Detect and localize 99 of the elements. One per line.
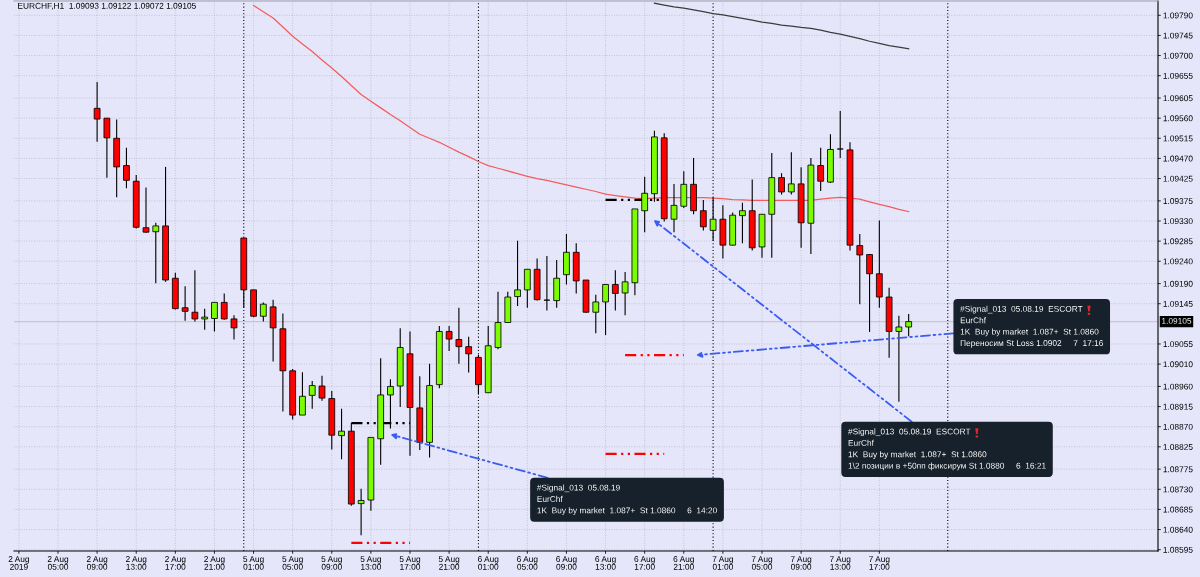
candlestick: [670, 183, 678, 233]
x-tick-label: 2 Aug 17:00: [165, 556, 186, 570]
x-tick-label: 5 Aug 09:00: [321, 556, 342, 570]
candlestick: [592, 294, 600, 334]
x-tick-label: 6 Aug 21:00: [673, 556, 694, 570]
candlestick: [259, 301, 267, 323]
y-tick-label: 1.09655: [1163, 72, 1193, 79]
x-tick-label: 5 Aug 01:00: [243, 556, 264, 570]
candlestick: [905, 313, 913, 337]
candlestick: [269, 299, 277, 362]
y-tick-label: 1.08960: [1163, 383, 1193, 390]
x-tick-label: 5 Aug 21:00: [438, 556, 460, 570]
y-tick-label: 1.09190: [1163, 280, 1193, 287]
candlestick: [123, 147, 130, 189]
annotation: #Signal_013 05.08.19 ESCORT EurChf 1K Buy by market 1.087+ St 1.0860 Переносим St Loss 1.0902 7 17:16: [960, 305, 1104, 348]
annotation: #Signal_013 05.08.19 EurChf 1K Buy by market 1.087+ St 1.0860 6 14:20: [536, 484, 717, 515]
candlestick: [621, 271, 629, 316]
candlestick: [201, 308, 209, 331]
candlestick: [230, 314, 238, 341]
candlestick: [523, 268, 531, 309]
x-tick-label: 5 Aug 05:00: [282, 556, 303, 570]
candlestick: [739, 202, 746, 244]
candlestick: [543, 255, 551, 311]
candlestick: [611, 269, 619, 311]
y-tick-label: 1.09605: [1163, 95, 1193, 102]
x-tick-label: 6 Aug 05:00: [517, 556, 538, 570]
candlestick: [836, 110, 844, 159]
x-tick-label: 2 Aug 09:00: [86, 556, 108, 570]
x-tick-label: 7 Aug 01:00: [712, 556, 734, 570]
candlestick: [699, 199, 707, 231]
candlestick: [308, 380, 316, 410]
candlestick: [455, 307, 463, 365]
candlestick: [142, 186, 150, 234]
y-tick-label: 1.09745: [1163, 32, 1193, 39]
y-tick-label: 1.09515: [1163, 135, 1193, 142]
y-tick-label: 1.08870: [1163, 423, 1193, 430]
annotation: #Signal_013 05.08.19 ESCORT EurChf 1K Buy by market 1.087+ St 1.0860 1\2 позиции в +50пп фиксирум St 1.0880 6 16:21: [848, 428, 1046, 471]
line-series: [252, 4, 910, 213]
candlestick: [152, 222, 160, 284]
x-tick-label: 2 Aug 05:00: [47, 556, 69, 570]
x-tick-label: 7 Aug 09:00: [790, 556, 812, 570]
x-tick-label: 6 Aug 01:00: [477, 556, 499, 570]
x-tick-label: 7 Aug 13:00: [829, 556, 851, 570]
y-tick-label: 1.09285: [1163, 238, 1193, 245]
x-tick-label: 7 Aug 17:00: [869, 556, 890, 570]
y-tick-label: 1.09240: [1163, 258, 1193, 265]
y-tick-label: 1.08825: [1163, 444, 1193, 450]
y-tick-label: 1.08595: [1163, 546, 1193, 553]
y-tick-label: 1.09470: [1163, 155, 1193, 162]
y-tick-label: 1.08685: [1163, 506, 1193, 513]
y-tick-label: 1.09055: [1163, 341, 1193, 348]
candlestick: [895, 315, 903, 403]
y-tick-label: 1.09010: [1163, 361, 1193, 368]
x-tick-label: 7 Aug 05:00: [751, 556, 773, 570]
y-tick-label: 1.09700: [1163, 52, 1193, 59]
y-tick-label: 1.09330: [1163, 218, 1193, 225]
candlestick: [866, 253, 873, 333]
x-tick-label: 6 Aug 17:00: [634, 556, 655, 570]
candlestick: [563, 233, 570, 286]
candlestick: [181, 285, 189, 322]
candlestick: [465, 336, 473, 374]
y-tick-label: 1.08775: [1163, 466, 1193, 473]
ref-line-label: 1.09105: [1162, 317, 1192, 324]
candlestick: [220, 292, 228, 321]
y-tick-label: 1.08915: [1163, 403, 1193, 410]
x-tick-label: 5 Aug 13:00: [360, 556, 382, 570]
candlestick: [680, 170, 688, 209]
x-tick-label: 5 Aug 17:00: [399, 556, 421, 570]
candlestick: [191, 269, 199, 323]
candlestick: [553, 259, 561, 309]
y-tick-label: 1.09425: [1163, 175, 1193, 182]
x-tick-label: 6 Aug 13:00: [595, 556, 616, 570]
candlestick: [357, 488, 365, 536]
y-tick-label: 1.08640: [1163, 526, 1193, 533]
candlestick: [299, 371, 306, 416]
candlestick: [514, 240, 521, 307]
y-tick-label: 1.08730: [1163, 486, 1193, 493]
candlestick: [817, 147, 825, 192]
line-series: [653, 2, 910, 50]
chart-title: EURCHF,H1 1.09093 1.09122 1.09072 1.09105: [18, 2, 196, 10]
candlestick: [211, 301, 218, 333]
candlestick: [856, 233, 864, 305]
x-tick-label: 2 Aug 13:00: [125, 556, 147, 570]
candlestick: [318, 375, 326, 402]
y-tick-label: 1.09560: [1163, 115, 1193, 122]
x-tick-label: 2 Aug 21:00: [204, 556, 225, 570]
x-tick-label: 2 Aug 2019: [8, 556, 30, 570]
y-tick-label: 1.09790: [1163, 12, 1193, 19]
candlestick: [778, 172, 785, 196]
candlestick: [103, 117, 111, 179]
candlestick: [787, 151, 795, 196]
candlestick: [875, 219, 883, 309]
candlestick: [445, 325, 453, 352]
x-tick-label: 6 Aug 09:00: [556, 556, 577, 570]
candlestick: [602, 283, 609, 336]
y-tick-label: 1.09145: [1163, 300, 1193, 307]
candlestick: [93, 81, 101, 143]
candlestick: [338, 408, 345, 460]
y-tick-label: 1.09375: [1163, 198, 1193, 204]
